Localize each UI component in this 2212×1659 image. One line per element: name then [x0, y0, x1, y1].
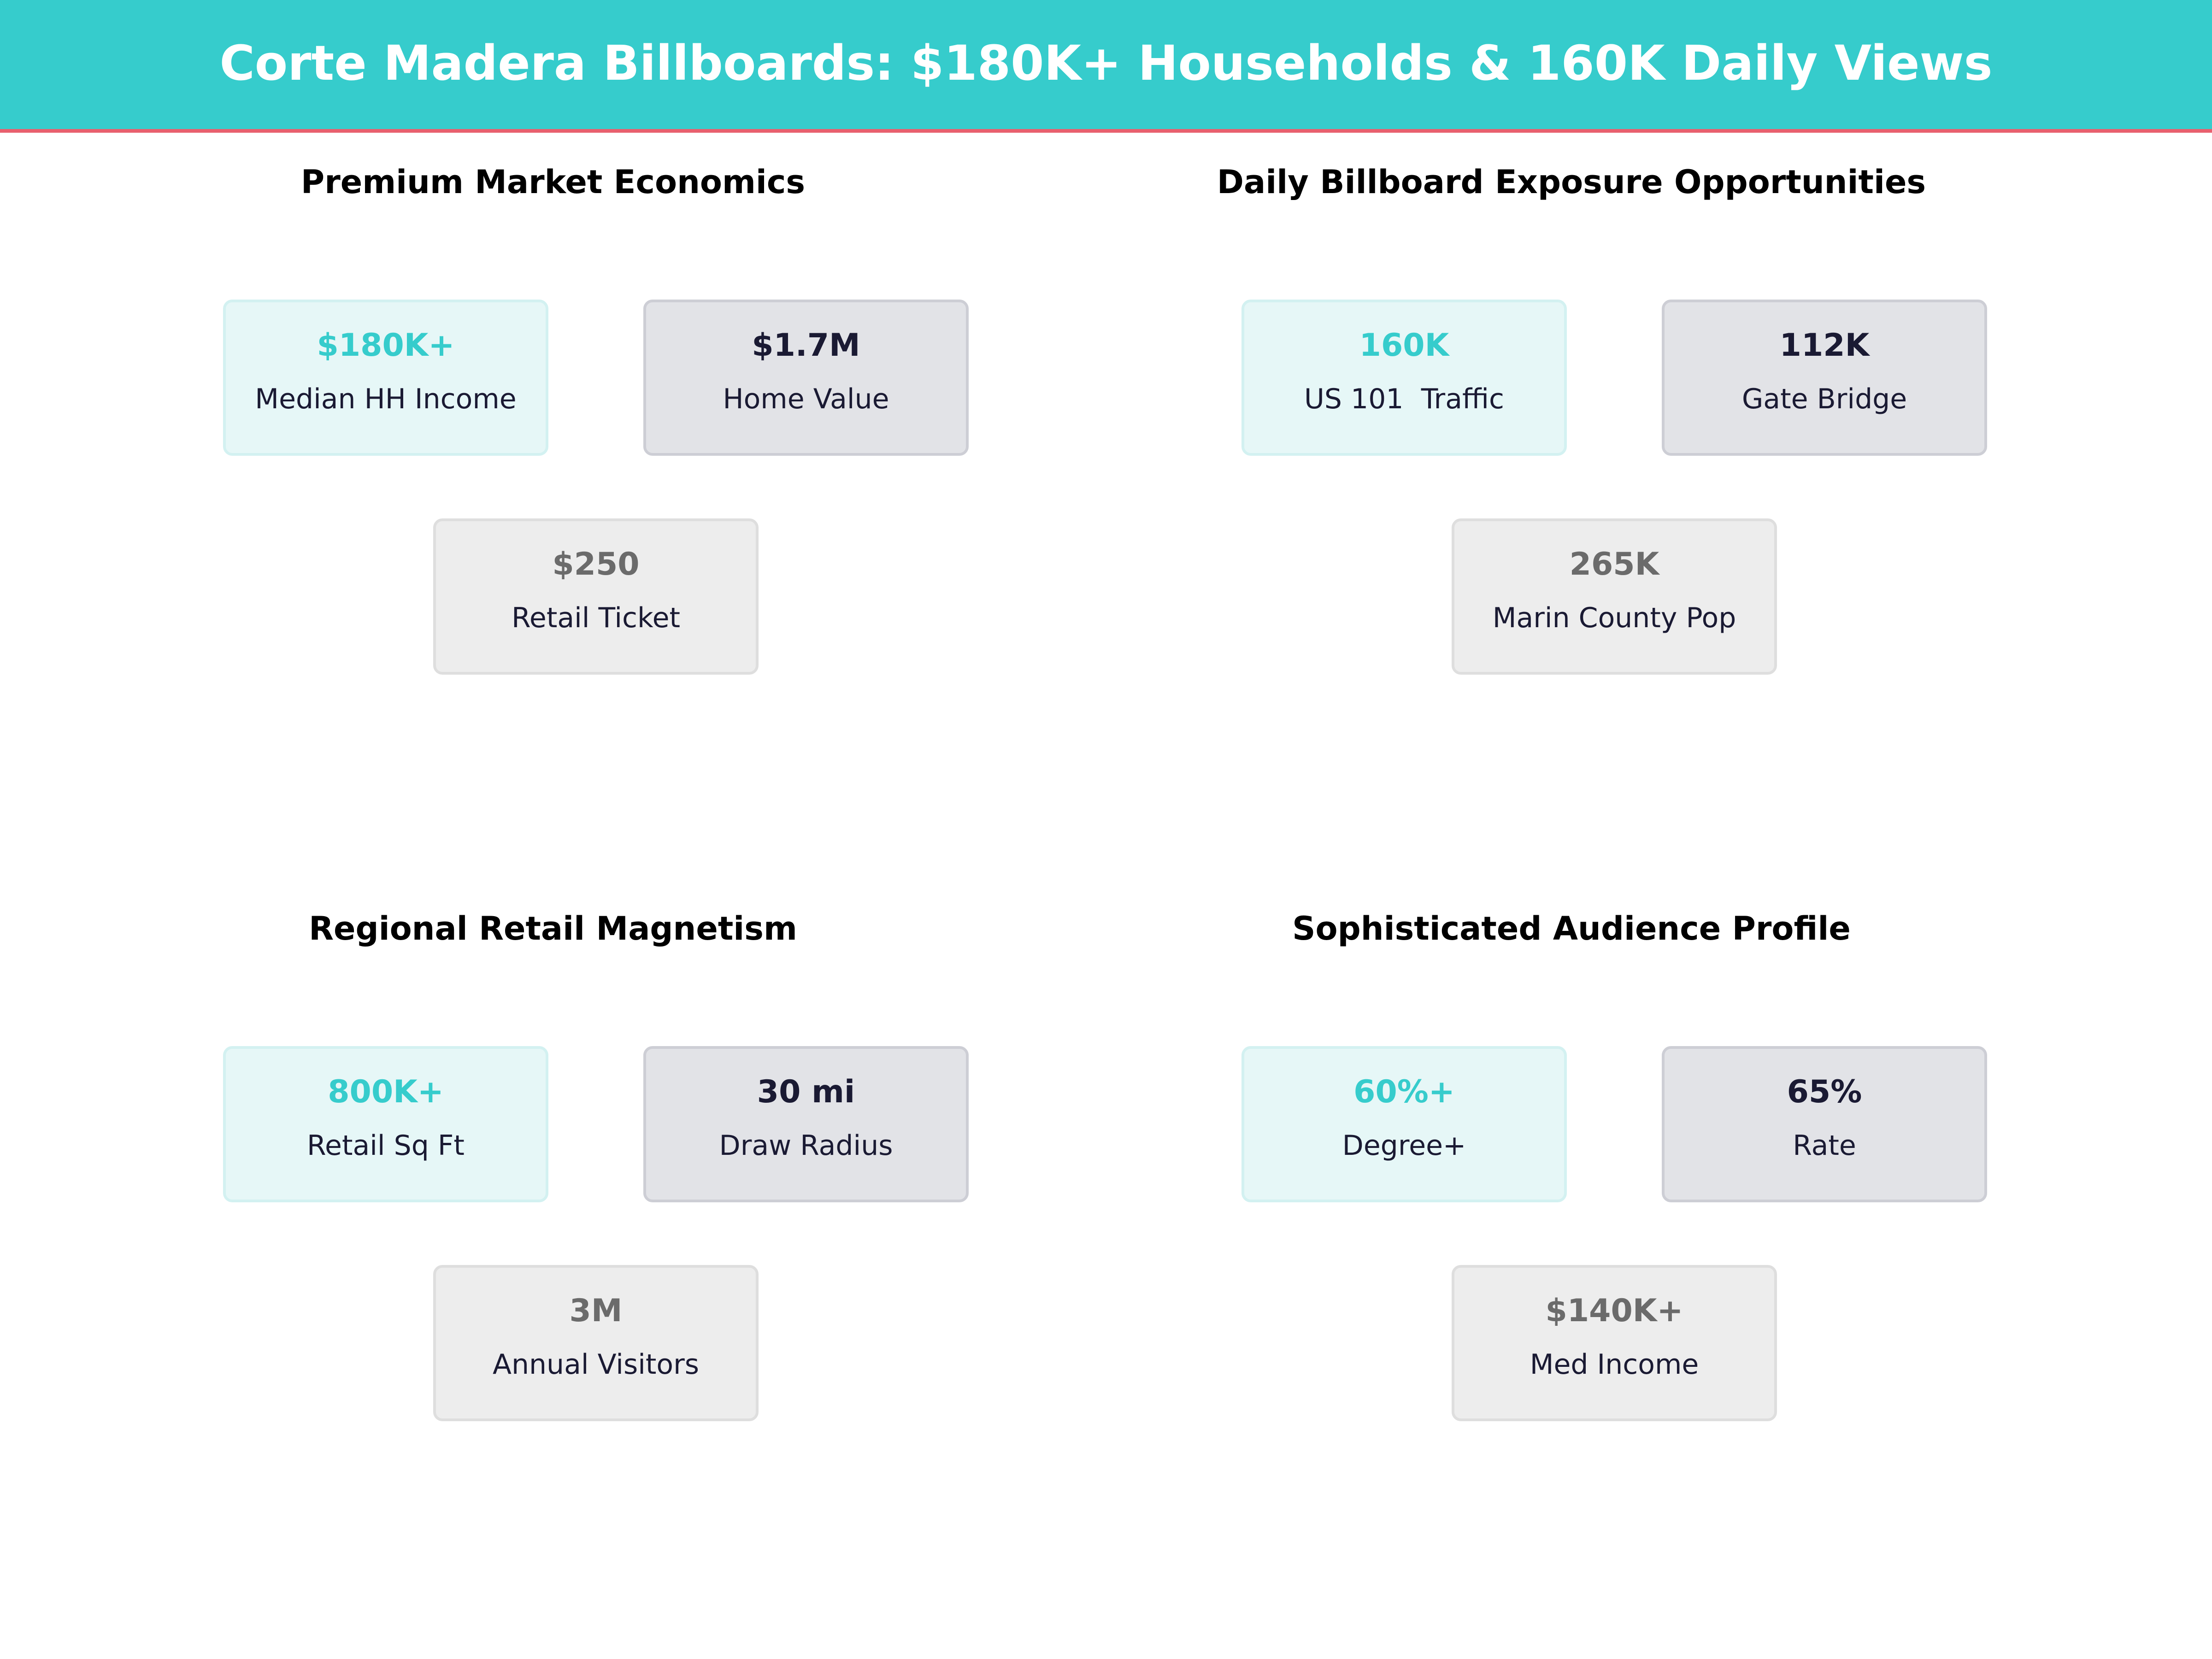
metric-label: Retail Ticket: [511, 602, 681, 634]
metric-card: $250 Retail Ticket: [433, 518, 759, 675]
metric-value: $140K+: [1545, 1293, 1683, 1329]
metric-label: Home Value: [723, 383, 889, 415]
metric-value: 800K+: [328, 1074, 444, 1110]
panel-daily-billboard-exposure: Daily Billboard Exposure Opportunities 1…: [1018, 166, 2124, 912]
metric-card: 30 mi Draw Radius: [643, 1046, 969, 1202]
metric-card: 65% Rate: [1662, 1046, 1987, 1202]
panel-title: Sophisticated Audience Profile: [1292, 910, 1851, 947]
metric-card: 265K Marin County Pop: [1452, 518, 1777, 675]
metric-card: 800K+ Retail Sq Ft: [223, 1046, 548, 1202]
panel-title: Regional Retail Magnetism: [309, 910, 797, 947]
metric-value: 65%: [1787, 1074, 1862, 1110]
metric-value: $180K+: [317, 327, 455, 364]
metric-value: 3M: [569, 1293, 623, 1329]
metric-card: 3M Annual Visitors: [433, 1265, 759, 1421]
metric-value: $1.7M: [752, 327, 860, 364]
panel-title: Daily Billboard Exposure Opportunities: [1217, 163, 1926, 201]
metric-label: Draw Radius: [719, 1130, 893, 1162]
metric-label: Median HH Income: [255, 383, 517, 415]
panel-title: Premium Market Economics: [300, 163, 806, 201]
metric-value: 160K: [1359, 327, 1449, 364]
panel-regional-retail-magnetism: Regional Retail Magnetism 800K+ Retail S…: [0, 912, 1106, 1659]
metric-label: Retail Sq Ft: [307, 1130, 465, 1162]
metric-value: $250: [552, 546, 640, 582]
metric-card: $140K+ Med Income: [1452, 1265, 1777, 1421]
panel-premium-market-economics: Premium Market Economics $180K+ Median H…: [0, 166, 1106, 912]
metric-card: 160K US 101 Traffic: [1241, 300, 1567, 456]
panel-sophisticated-audience-profile: Sophisticated Audience Profile 60%+ Degr…: [1018, 912, 2124, 1659]
metric-label: Degree+: [1342, 1130, 1466, 1162]
metric-label: Annual Visitors: [492, 1348, 700, 1381]
metric-label: US 101 Traffic: [1304, 383, 1504, 415]
header-banner: Corte Madera Billboards: $180K+ Househol…: [0, 0, 2212, 133]
metric-value: 30 mi: [757, 1074, 855, 1110]
metric-card: 60%+ Degree+: [1241, 1046, 1567, 1202]
metric-value: 112K: [1779, 327, 1870, 364]
metric-value: 265K: [1569, 546, 1659, 582]
metric-label: Med Income: [1530, 1348, 1699, 1381]
metric-label: Rate: [1793, 1130, 1856, 1162]
metric-card: 112K Gate Bridge: [1662, 300, 1987, 456]
page-title: Corte Madera Billboards: $180K+ Househol…: [219, 35, 1993, 91]
metric-value: 60%+: [1353, 1074, 1455, 1110]
metric-card: $180K+ Median HH Income: [223, 300, 548, 456]
metric-label: Gate Bridge: [1741, 383, 1907, 415]
metric-card: $1.7M Home Value: [643, 300, 969, 456]
metric-label: Marin County Pop: [1492, 602, 1736, 634]
